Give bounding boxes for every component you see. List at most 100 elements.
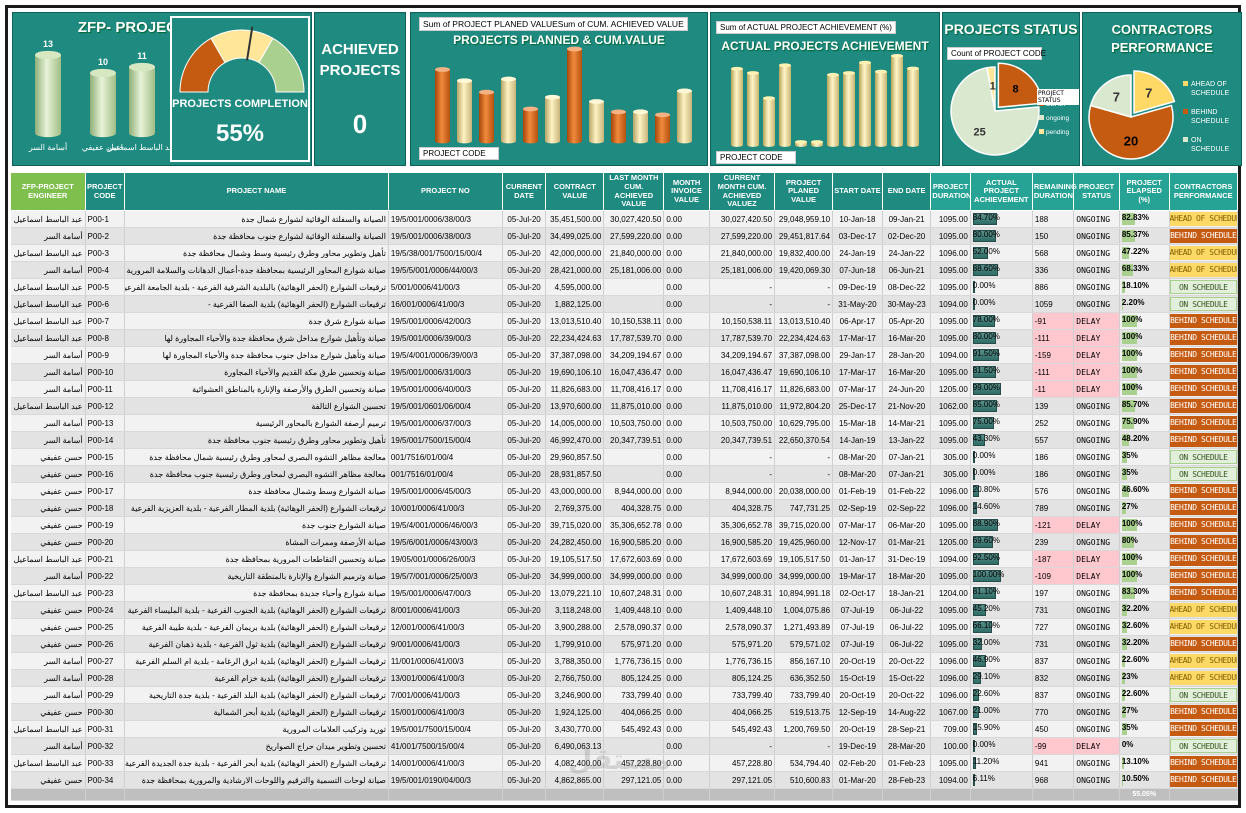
contractors-legend-item-0: AHEAD OF <box>1191 81 1227 88</box>
column-header-8[interactable]: CURRENT MONTH CUM. ACHIEVED VALUEZ <box>708 172 776 211</box>
cell-month-invoice-value: 0.00 <box>663 516 710 534</box>
cell-project-planed-value: 37,387,098.00 <box>774 346 834 364</box>
cell-contractors-performance: ON SCHEDULE <box>1169 737 1239 755</box>
elapsed-bar <box>1121 349 1138 361</box>
cell-project-code: P00-2 <box>85 227 125 245</box>
column-header-12[interactable]: PROJECT DURATION <box>930 172 971 211</box>
table-row[interactable]: أسامة السر P00-4 صيانة شوارع المحاور الرئي… <box>10 261 1239 279</box>
planned-bar-cum-3 <box>501 76 516 144</box>
table-row[interactable]: حسن عفيفي P00-26 ترقيعات الشوارع (الحفر ال… <box>10 635 1239 653</box>
cell-zfp-project-engineer: أسامة السر <box>10 414 86 432</box>
table-row[interactable]: حسن عفيفي P00-25 ترقيعات الشوارع (الحفر ال… <box>10 618 1239 636</box>
table-row[interactable]: أسامة السر P00-29 ترقيعات الشوارع (الحفر ا… <box>10 686 1239 704</box>
cell-project-status: DELAY <box>1073 363 1120 381</box>
elapsed-bar <box>1121 315 1138 327</box>
cell-project-name: معالجة مظاهر التشوه البصري لمحاور وطرق ر… <box>124 465 389 483</box>
table-row[interactable]: أسامة السر P00-9 صيانة وتأهيل شوارع مداخل … <box>10 346 1239 364</box>
column-header-5[interactable]: CONTRACT VALUE <box>545 172 605 211</box>
column-header-3[interactable]: PROJECT NO <box>387 172 503 211</box>
table-row[interactable]: أسامة السر P00-32 تحسين وتطوير ميدان حراج … <box>10 737 1239 755</box>
table-row[interactable]: عبد الباسط اسماعيل P00-33 ترقيعات الشوارع … <box>10 754 1239 772</box>
table-row[interactable]: عبد الباسط اسماعيل P00-12 تحسين الشوارع ال… <box>10 397 1239 415</box>
table-row[interactable]: عبد الباسط اسماعيل P00-21 صيانة وتحسين الت… <box>10 550 1239 568</box>
cell-month-invoice-value: 0.00 <box>663 448 710 466</box>
column-header-17[interactable]: CONTRACTORS PERFORMANCE <box>1168 172 1239 211</box>
table-row[interactable]: حسن عفيفي P00-15 معالجة مظاهر التشوه البصر… <box>10 448 1239 466</box>
cell-contractors-performance: BEHIND SCHEDULE <box>1169 754 1239 772</box>
table-row[interactable]: عبد الباسط اسماعيل P00-23 صيانة شوارع وأحي… <box>10 584 1239 602</box>
cell-project-elapsed: 100% <box>1119 380 1170 398</box>
planned-filter-button[interactable]: PROJECT CODE <box>419 147 499 160</box>
table-row[interactable]: عبد الباسط اسماعيل P00-31 توريد وتركيب الع… <box>10 720 1239 738</box>
cell-actual-project-achievement: 81.50% <box>970 363 1033 381</box>
table-row[interactable]: عبد الباسط اسماعيل P00-1 الصيانة والسفلتة … <box>10 210 1239 228</box>
performance-badge: BEHIND SCHEDULE <box>1169 382 1237 396</box>
table-row[interactable]: حسن عفيفي P00-24 ترقيعات الشوارع (الحفر ال… <box>10 601 1239 619</box>
column-header-6[interactable]: LAST MONTH CUM. ACHIEVED VALUE <box>603 172 665 211</box>
table-row[interactable]: حسن عفيفي P00-34 صيانة لوحات التسمية والتر… <box>10 771 1239 789</box>
column-header-9[interactable]: PROJECT PLANED VALUE <box>774 172 834 211</box>
contractors-legend-swatch-2 <box>1183 137 1188 142</box>
table-row[interactable]: أسامة السر P00-10 صيانة وتحسين طرق مكة الق… <box>10 363 1239 381</box>
table-row[interactable]: أسامة السر P00-11 صيانة وتحسين الطرق والأر… <box>10 380 1239 398</box>
table-row[interactable]: عبد الباسط اسماعيل P00-5 ترقيعات الشوارع (… <box>10 278 1239 296</box>
table-row[interactable]: حسن عفيفي P00-19 صيانة الشوارع جنوب جدة 19/… <box>10 516 1239 534</box>
column-header-13[interactable]: ACTUAL PROJECT ACHIEVEMENT <box>969 172 1033 211</box>
column-header-7[interactable]: MONTH INVOICE VALUE <box>663 172 710 211</box>
elapsed-bar <box>1121 706 1127 718</box>
cell-remaining-duration: -99 <box>1032 737 1075 755</box>
column-header-2[interactable]: PROJECT NAME <box>123 172 389 211</box>
table-row[interactable]: عبد الباسط اسماعيل P00-8 صيانة وتأهيل شوار… <box>10 329 1239 347</box>
cell-zfp-project-engineer: أسامة السر <box>10 669 86 687</box>
column-header-0[interactable]: ZFP-PROJECT ENGINEER <box>10 172 86 211</box>
table-row[interactable]: أسامة السر P00-14 تأهيل وتطوير محاور وطرق … <box>10 431 1239 449</box>
cell-end-date: 06-Jun-21 <box>882 261 932 279</box>
table-row[interactable]: أسامة السر P00-27 ترقيعات الشوارع (الحفر ا… <box>10 652 1239 670</box>
table-row[interactable]: حسن عفيفي P00-20 صيانة الأرصفة وممرات المش… <box>10 533 1239 551</box>
column-header-16[interactable]: PROJECT ELAPSED (%) <box>1118 172 1170 211</box>
cell-month-invoice-value: 0.00 <box>663 465 710 483</box>
table-row[interactable]: عبد الباسط اسماعيل P00-3 تأهيل وتطوير محاو… <box>10 244 1239 262</box>
table-row[interactable]: أسامة السر P00-22 صيانة وترميم الشوارع وال… <box>10 567 1239 585</box>
elapsed-bar <box>1121 587 1135 599</box>
cell-contract-value: 43,000,000.00 <box>545 482 605 500</box>
cell-project-duration: 1094.00 <box>930 550 971 568</box>
table-row[interactable]: حسن عفيفي P00-18 ترقيعات الشوارع (الحفر ال… <box>10 499 1239 517</box>
cell-project-planed-value: 747,731.25 <box>774 499 834 517</box>
cell-current-date: 05-Jul-20 <box>502 465 547 483</box>
column-header-10[interactable]: START DATE <box>832 172 883 211</box>
cell-actual-project-achievement: 45.20% <box>970 601 1033 619</box>
column-header-15[interactable]: PROJECT STATUS <box>1073 172 1120 211</box>
achievement-bar <box>972 400 998 412</box>
cell-project-status: ONGOING <box>1073 431 1120 449</box>
actual-filter-button[interactable]: PROJECT CODE <box>716 151 796 164</box>
achievement-bar <box>972 536 993 548</box>
cell-contractors-performance: ON SCHEDULE <box>1169 295 1239 313</box>
cell-actual-project-achievement: 100.00% <box>970 567 1033 585</box>
table-row[interactable]: أسامة السر P00-2 الصيانة والسفلتة الوقائية… <box>10 227 1239 245</box>
table-row[interactable]: أسامة السر P00-13 ترميم أرصفة الشوارع بالم… <box>10 414 1239 432</box>
column-header-11[interactable]: END DATE <box>881 172 932 211</box>
cell-current-month-cum-achieved-valuez: 457,228.80 <box>709 754 776 772</box>
column-header-1[interactable]: PROJECT CODE <box>84 172 125 211</box>
column-header-14[interactable]: REMAINING DURATION <box>1031 172 1077 211</box>
cell-zfp-project-engineer: حسن عفيفي <box>10 499 86 517</box>
cell-project-duration: 1095.00 <box>930 516 971 534</box>
table-row[interactable]: حسن عفيفي P00-17 صيانة الشوارع وسط وشمال م… <box>10 482 1239 500</box>
cell-current-month-cum-achieved-valuez: 17,672,603.69 <box>709 550 776 568</box>
table-row[interactable]: حسن عفيفي P00-30 ترقيعات الشوارع (الحفر ال… <box>10 703 1239 721</box>
cell-end-date: 30-May-23 <box>882 295 932 313</box>
cell-end-date: 06-Jul-22 <box>882 618 932 636</box>
contractors-legend-item-2: ON <box>1191 137 1202 144</box>
cell-start-date: 02-Feb-20 <box>832 754 883 772</box>
status-legend: PROJECT STATUS <box>1037 89 1079 105</box>
cell-project-status: ONGOING <box>1073 703 1120 721</box>
cell-project-duration: 1096.00 <box>930 499 971 517</box>
table-row[interactable]: عبد الباسط اسماعيل P00-6 ترقيعات الشوارع (… <box>10 295 1239 313</box>
cell-contract-value: 4,082,400.00 <box>545 754 605 772</box>
table-row[interactable]: حسن عفيفي P00-16 معالجة مظاهر التشوه البصر… <box>10 465 1239 483</box>
table-row[interactable]: أسامة السر P00-28 ترقيعات الشوارع (الحفر ا… <box>10 669 1239 687</box>
cell-contractors-performance: AHEAD OF SCHEDULE <box>1169 601 1239 619</box>
column-header-4[interactable]: CURRENT DATE <box>501 172 547 211</box>
table-row[interactable]: عبد الباسط اسماعيل P00-7 صيانة شوارع شرق ج… <box>10 312 1239 330</box>
